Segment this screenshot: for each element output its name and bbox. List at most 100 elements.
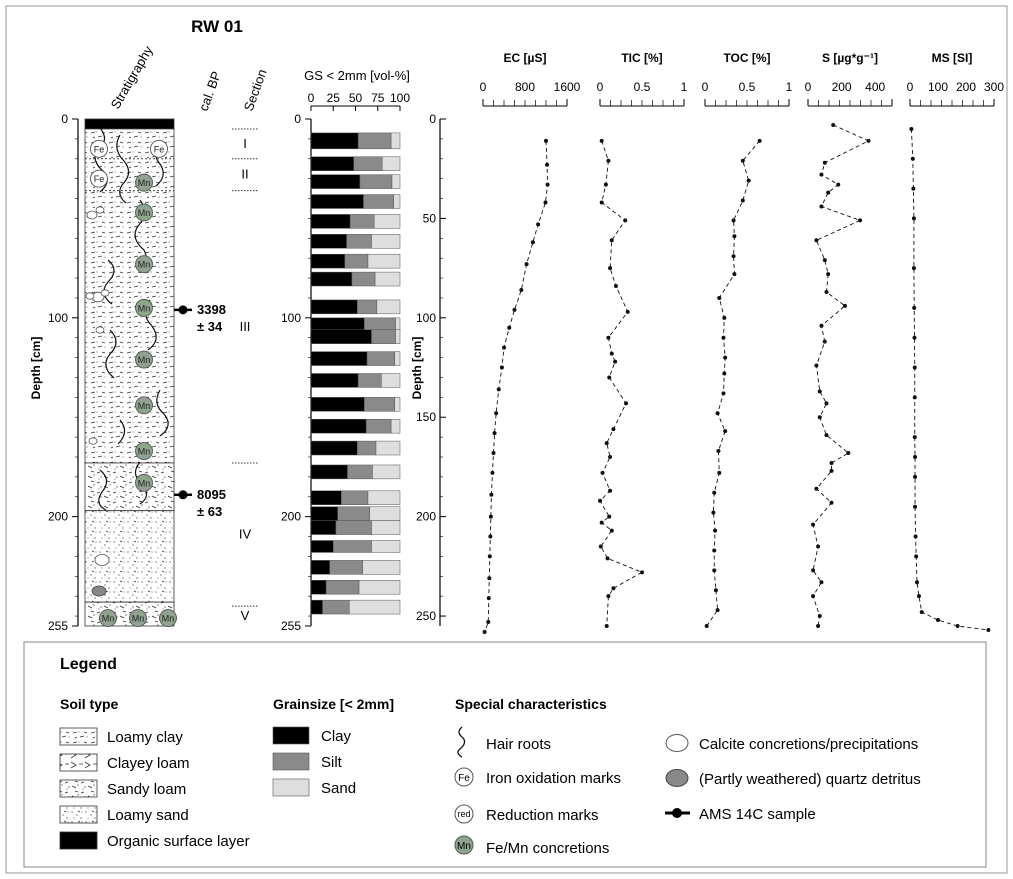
fe-mn-concretion-icon: Mn bbox=[135, 350, 153, 369]
depth-label-left: Depth [cm] bbox=[29, 337, 43, 400]
legend-special-title: Special characteristics bbox=[455, 696, 607, 712]
marker-label: Mn bbox=[102, 614, 115, 624]
data-point bbox=[713, 528, 718, 533]
data-point bbox=[704, 624, 709, 628]
data-point bbox=[603, 182, 608, 187]
stratigraphy-column: Fe Fe Fe Mn Mn Mn Mn Mn Mn Mn Mn Mn Mn Mn bbox=[84, 118, 177, 627]
marker-circle bbox=[135, 173, 153, 192]
section-label: I bbox=[243, 136, 247, 151]
gs-bar-clay bbox=[310, 132, 359, 150]
marker-circle bbox=[135, 298, 153, 317]
right-depth-label: 200 bbox=[416, 510, 436, 524]
data-point bbox=[489, 492, 494, 497]
gs-bar-clay bbox=[310, 174, 361, 189]
marker-circle bbox=[90, 169, 108, 188]
data-point bbox=[909, 126, 914, 131]
legend-gs-swatch bbox=[272, 778, 310, 797]
data-point bbox=[824, 401, 829, 406]
strat-layer-sandy_loam bbox=[84, 462, 175, 512]
legend-special-label: Hair roots bbox=[486, 736, 551, 753]
data-point bbox=[732, 272, 737, 277]
data-point bbox=[913, 455, 918, 459]
gs-bar-sand bbox=[371, 540, 401, 553]
data-point bbox=[919, 610, 924, 615]
gs-bar-sand bbox=[394, 397, 401, 412]
iron-oxidation-marker-icon: Fe bbox=[90, 139, 108, 158]
marker-circle bbox=[159, 609, 177, 627]
hair-root-icon bbox=[105, 329, 117, 379]
section-label: IV bbox=[239, 527, 252, 542]
marker-label: Mn bbox=[138, 478, 151, 488]
data-point bbox=[712, 490, 717, 495]
gs-bar-sand bbox=[393, 194, 401, 209]
data-point bbox=[625, 309, 630, 314]
hair-root-icon bbox=[103, 259, 115, 305]
data-point bbox=[811, 594, 816, 599]
data-point bbox=[936, 618, 940, 623]
gs-bar-silt bbox=[357, 373, 382, 388]
legend: Legend Soil type Loamy clay Clayey loam Sa… bbox=[23, 641, 987, 868]
right-depth-label: 0 bbox=[429, 112, 436, 126]
gs-bar-clay bbox=[310, 156, 354, 171]
gs-bar-silt bbox=[333, 540, 372, 553]
gs-bar-sand bbox=[371, 234, 401, 249]
hair-root-icon bbox=[457, 726, 466, 758]
gs-bar-clay bbox=[310, 418, 367, 434]
legend-gs-label: Clay bbox=[321, 728, 352, 745]
data-point bbox=[913, 474, 918, 479]
data-point bbox=[723, 429, 728, 434]
data-point bbox=[544, 138, 548, 143]
data-point bbox=[822, 160, 827, 165]
gs-bar-silt bbox=[353, 156, 383, 171]
gs-bar-clay bbox=[310, 253, 346, 269]
data-point bbox=[822, 258, 827, 263]
data-point bbox=[912, 335, 917, 340]
data-point bbox=[715, 608, 720, 613]
gs-bar-sand bbox=[375, 440, 401, 456]
hair-root-icon bbox=[156, 389, 169, 437]
data-point bbox=[912, 435, 917, 440]
legend-soil-label: Clayey loam bbox=[107, 755, 190, 772]
gs-bar-silt bbox=[346, 234, 372, 249]
data-point bbox=[717, 295, 722, 300]
data-point bbox=[607, 375, 612, 380]
iron-oxidation-marker-icon: Fe bbox=[150, 139, 168, 158]
data-point bbox=[912, 395, 917, 400]
legend-soil-label: Loamy clay bbox=[107, 729, 183, 746]
data-point bbox=[624, 401, 629, 406]
data-point bbox=[816, 544, 821, 549]
gs-tick-label: 75 bbox=[371, 91, 385, 105]
marker-circle bbox=[99, 609, 117, 627]
data-point bbox=[817, 415, 822, 420]
data-point bbox=[740, 198, 745, 203]
chart-tick-label: 0 bbox=[702, 80, 709, 94]
data-point bbox=[858, 218, 863, 223]
gs-bar-sand bbox=[349, 599, 401, 615]
gs-bar-silt bbox=[341, 490, 369, 505]
marker-circle bbox=[135, 442, 153, 460]
series-line bbox=[812, 124, 870, 627]
gs-bar-sand bbox=[362, 560, 401, 575]
gs-bar-sand bbox=[358, 580, 401, 595]
data-point bbox=[811, 568, 816, 573]
gs-bar-sand bbox=[369, 506, 401, 521]
gs-bar-silt bbox=[344, 253, 369, 269]
gs-bar-sand bbox=[390, 418, 401, 434]
gs-depth-label: 100 bbox=[281, 311, 301, 325]
calcite-concretion-icon bbox=[95, 326, 105, 334]
data-point bbox=[814, 363, 819, 368]
gs-bar-silt bbox=[335, 520, 372, 535]
ams-sample-dot bbox=[178, 490, 188, 500]
chart-title: MS [SI] bbox=[932, 51, 973, 65]
data-point bbox=[716, 449, 721, 454]
marker-circle bbox=[135, 396, 153, 415]
chart-tick-label: 300 bbox=[984, 80, 1004, 94]
chart-tick-label: 200 bbox=[832, 80, 852, 94]
legend-soil-swatch bbox=[59, 753, 98, 772]
gs-bar-silt bbox=[329, 560, 363, 575]
data-point bbox=[499, 365, 504, 370]
gs-bar-silt bbox=[357, 132, 392, 150]
profile-title: RW 01 bbox=[191, 17, 243, 36]
